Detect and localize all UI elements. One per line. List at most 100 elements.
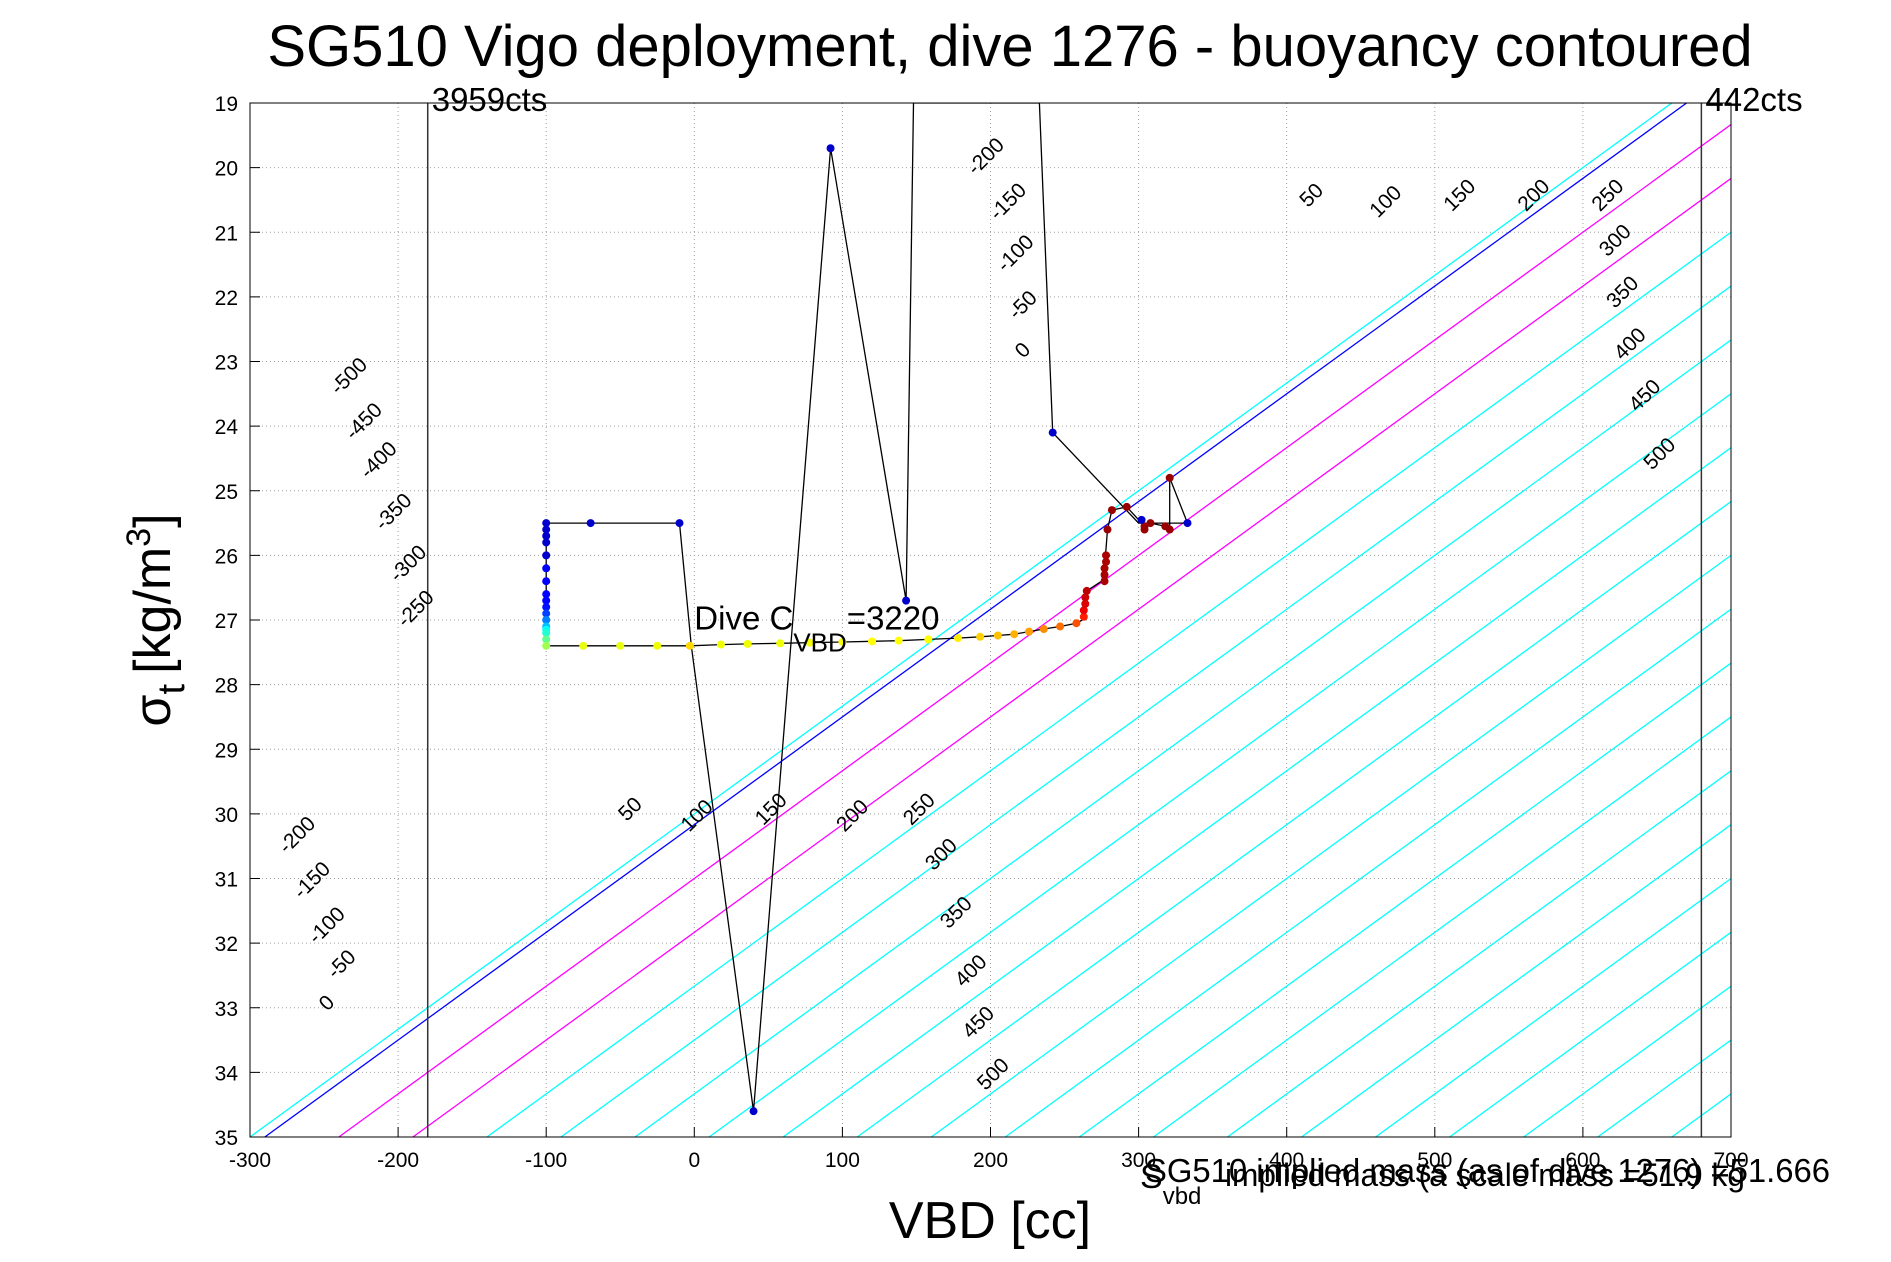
contour-label: -100 bbox=[993, 231, 1039, 277]
profile-point bbox=[542, 577, 551, 586]
profile-point bbox=[542, 525, 551, 534]
y-tick-label: 34 bbox=[215, 1062, 239, 1085]
profile-point bbox=[1102, 557, 1111, 566]
contour-label: 400 bbox=[1610, 323, 1651, 364]
contour-label: 500 bbox=[1639, 433, 1680, 474]
dive-profile bbox=[542, 103, 1192, 1116]
contour-label: 100 bbox=[1365, 181, 1406, 222]
profile-point bbox=[976, 632, 985, 641]
profile-point bbox=[542, 564, 551, 573]
contour-label: -200 bbox=[963, 134, 1009, 180]
profile-point bbox=[1025, 627, 1034, 636]
profile-point bbox=[586, 519, 595, 528]
y-tick-label: 25 bbox=[215, 481, 238, 504]
contour-label: -350 bbox=[371, 489, 417, 535]
profile-point bbox=[1079, 612, 1088, 621]
profile-point bbox=[749, 1107, 758, 1116]
contour-label: 300 bbox=[921, 834, 962, 875]
y-tick-label: 28 bbox=[215, 675, 238, 698]
profile-point bbox=[1081, 593, 1090, 602]
dive-cvbd-annotation: Dive CVBD=3220 bbox=[694, 600, 939, 658]
profile-point bbox=[542, 551, 551, 560]
profile-point bbox=[1100, 564, 1109, 573]
x-tick-label: 300 bbox=[1121, 1149, 1156, 1172]
profile-point bbox=[1082, 586, 1091, 595]
chart-title: SG510 Vigo deployment, dive 1276 - buoya… bbox=[267, 14, 1752, 79]
x-axis-label: VBD [cc] bbox=[889, 1192, 1091, 1250]
contour-label: 150 bbox=[1439, 175, 1480, 216]
profile-point bbox=[542, 596, 551, 605]
y-tick-label: 21 bbox=[215, 222, 238, 245]
contour-label: 500 bbox=[973, 1054, 1014, 1095]
profile-point bbox=[542, 641, 551, 650]
profile-point bbox=[1100, 570, 1109, 579]
contour-label: 50 bbox=[1295, 179, 1328, 212]
y-tick-label: 35 bbox=[215, 1127, 238, 1150]
profile-point bbox=[1048, 428, 1057, 437]
profile-point bbox=[675, 519, 684, 528]
contour-label: 200 bbox=[832, 795, 873, 836]
y-tick-label: 22 bbox=[215, 287, 238, 310]
contour-line bbox=[412, 177, 1731, 1137]
contour-label: 150 bbox=[751, 789, 792, 830]
y-label-subscript: t bbox=[151, 683, 193, 694]
profile-point bbox=[1100, 577, 1109, 586]
contour-label: 0 bbox=[315, 991, 340, 1016]
profile-point bbox=[1081, 599, 1090, 608]
x-axis: -300 -200 -100 0 100 200 300 400 500 600 700 bbox=[229, 1127, 1749, 1172]
profile-point bbox=[924, 635, 933, 644]
profile-point bbox=[953, 634, 962, 643]
profile-point bbox=[1140, 525, 1149, 534]
profile-point bbox=[1165, 473, 1174, 482]
profile-point bbox=[542, 519, 551, 528]
x-tick-label: 700 bbox=[1713, 1149, 1748, 1172]
y-tick-label: 31 bbox=[215, 869, 238, 892]
grid bbox=[249, 102, 1732, 1138]
limit-label: 3959cts bbox=[432, 81, 548, 118]
profile-point bbox=[838, 637, 847, 646]
contour-label: 350 bbox=[1602, 272, 1643, 313]
profile-point bbox=[542, 590, 551, 599]
x-tick-label: 400 bbox=[1269, 1149, 1304, 1172]
profile-point bbox=[1103, 525, 1112, 534]
x-tick-label: 500 bbox=[1417, 1149, 1452, 1172]
profile-point bbox=[542, 616, 551, 624]
contour-line bbox=[1153, 716, 1731, 1137]
profile-point bbox=[685, 641, 694, 650]
contour-label: -50 bbox=[1004, 286, 1042, 324]
contour-line bbox=[1671, 1093, 1731, 1137]
dive-cvbd-subscript: VBD bbox=[793, 628, 846, 658]
x-tick-label: 200 bbox=[973, 1149, 1008, 1172]
contour-line bbox=[1004, 608, 1731, 1137]
contour-label: -150 bbox=[289, 857, 335, 903]
profile-point bbox=[902, 596, 911, 605]
profile-point bbox=[542, 635, 551, 644]
x-tick-label: -100 bbox=[525, 1149, 567, 1172]
profile-point bbox=[1146, 519, 1155, 528]
contour-label: -50 bbox=[323, 946, 361, 984]
y-label-sigma: σ bbox=[124, 694, 182, 726]
contour-label: -400 bbox=[356, 437, 402, 483]
contour-label: -300 bbox=[385, 541, 431, 587]
profile-point bbox=[542, 531, 551, 540]
profile-point bbox=[776, 639, 785, 648]
contour-label: -450 bbox=[341, 399, 387, 445]
buoyancy-contours bbox=[250, 103, 1731, 1137]
contour-label: -150 bbox=[985, 179, 1031, 225]
svbd-subscript: vbd bbox=[1163, 1183, 1202, 1210]
contour-label: 0 bbox=[1011, 338, 1036, 363]
y-tick-label: 30 bbox=[215, 804, 238, 827]
contour-line bbox=[1078, 662, 1731, 1137]
profile-point bbox=[616, 641, 625, 650]
contour-label: -100 bbox=[304, 903, 350, 949]
implied-mass-annotation: SG510 implied mass (as of dive 1276) =51… bbox=[1145, 1152, 1830, 1189]
profile-point bbox=[1010, 630, 1019, 639]
x-tick-label: 600 bbox=[1565, 1149, 1600, 1172]
contour-line bbox=[560, 285, 1731, 1137]
profile-point bbox=[868, 637, 877, 646]
contour-label: 50 bbox=[614, 793, 647, 826]
profile-point bbox=[1183, 519, 1192, 528]
contour-label: 250 bbox=[899, 789, 940, 830]
profile-point bbox=[743, 639, 752, 648]
